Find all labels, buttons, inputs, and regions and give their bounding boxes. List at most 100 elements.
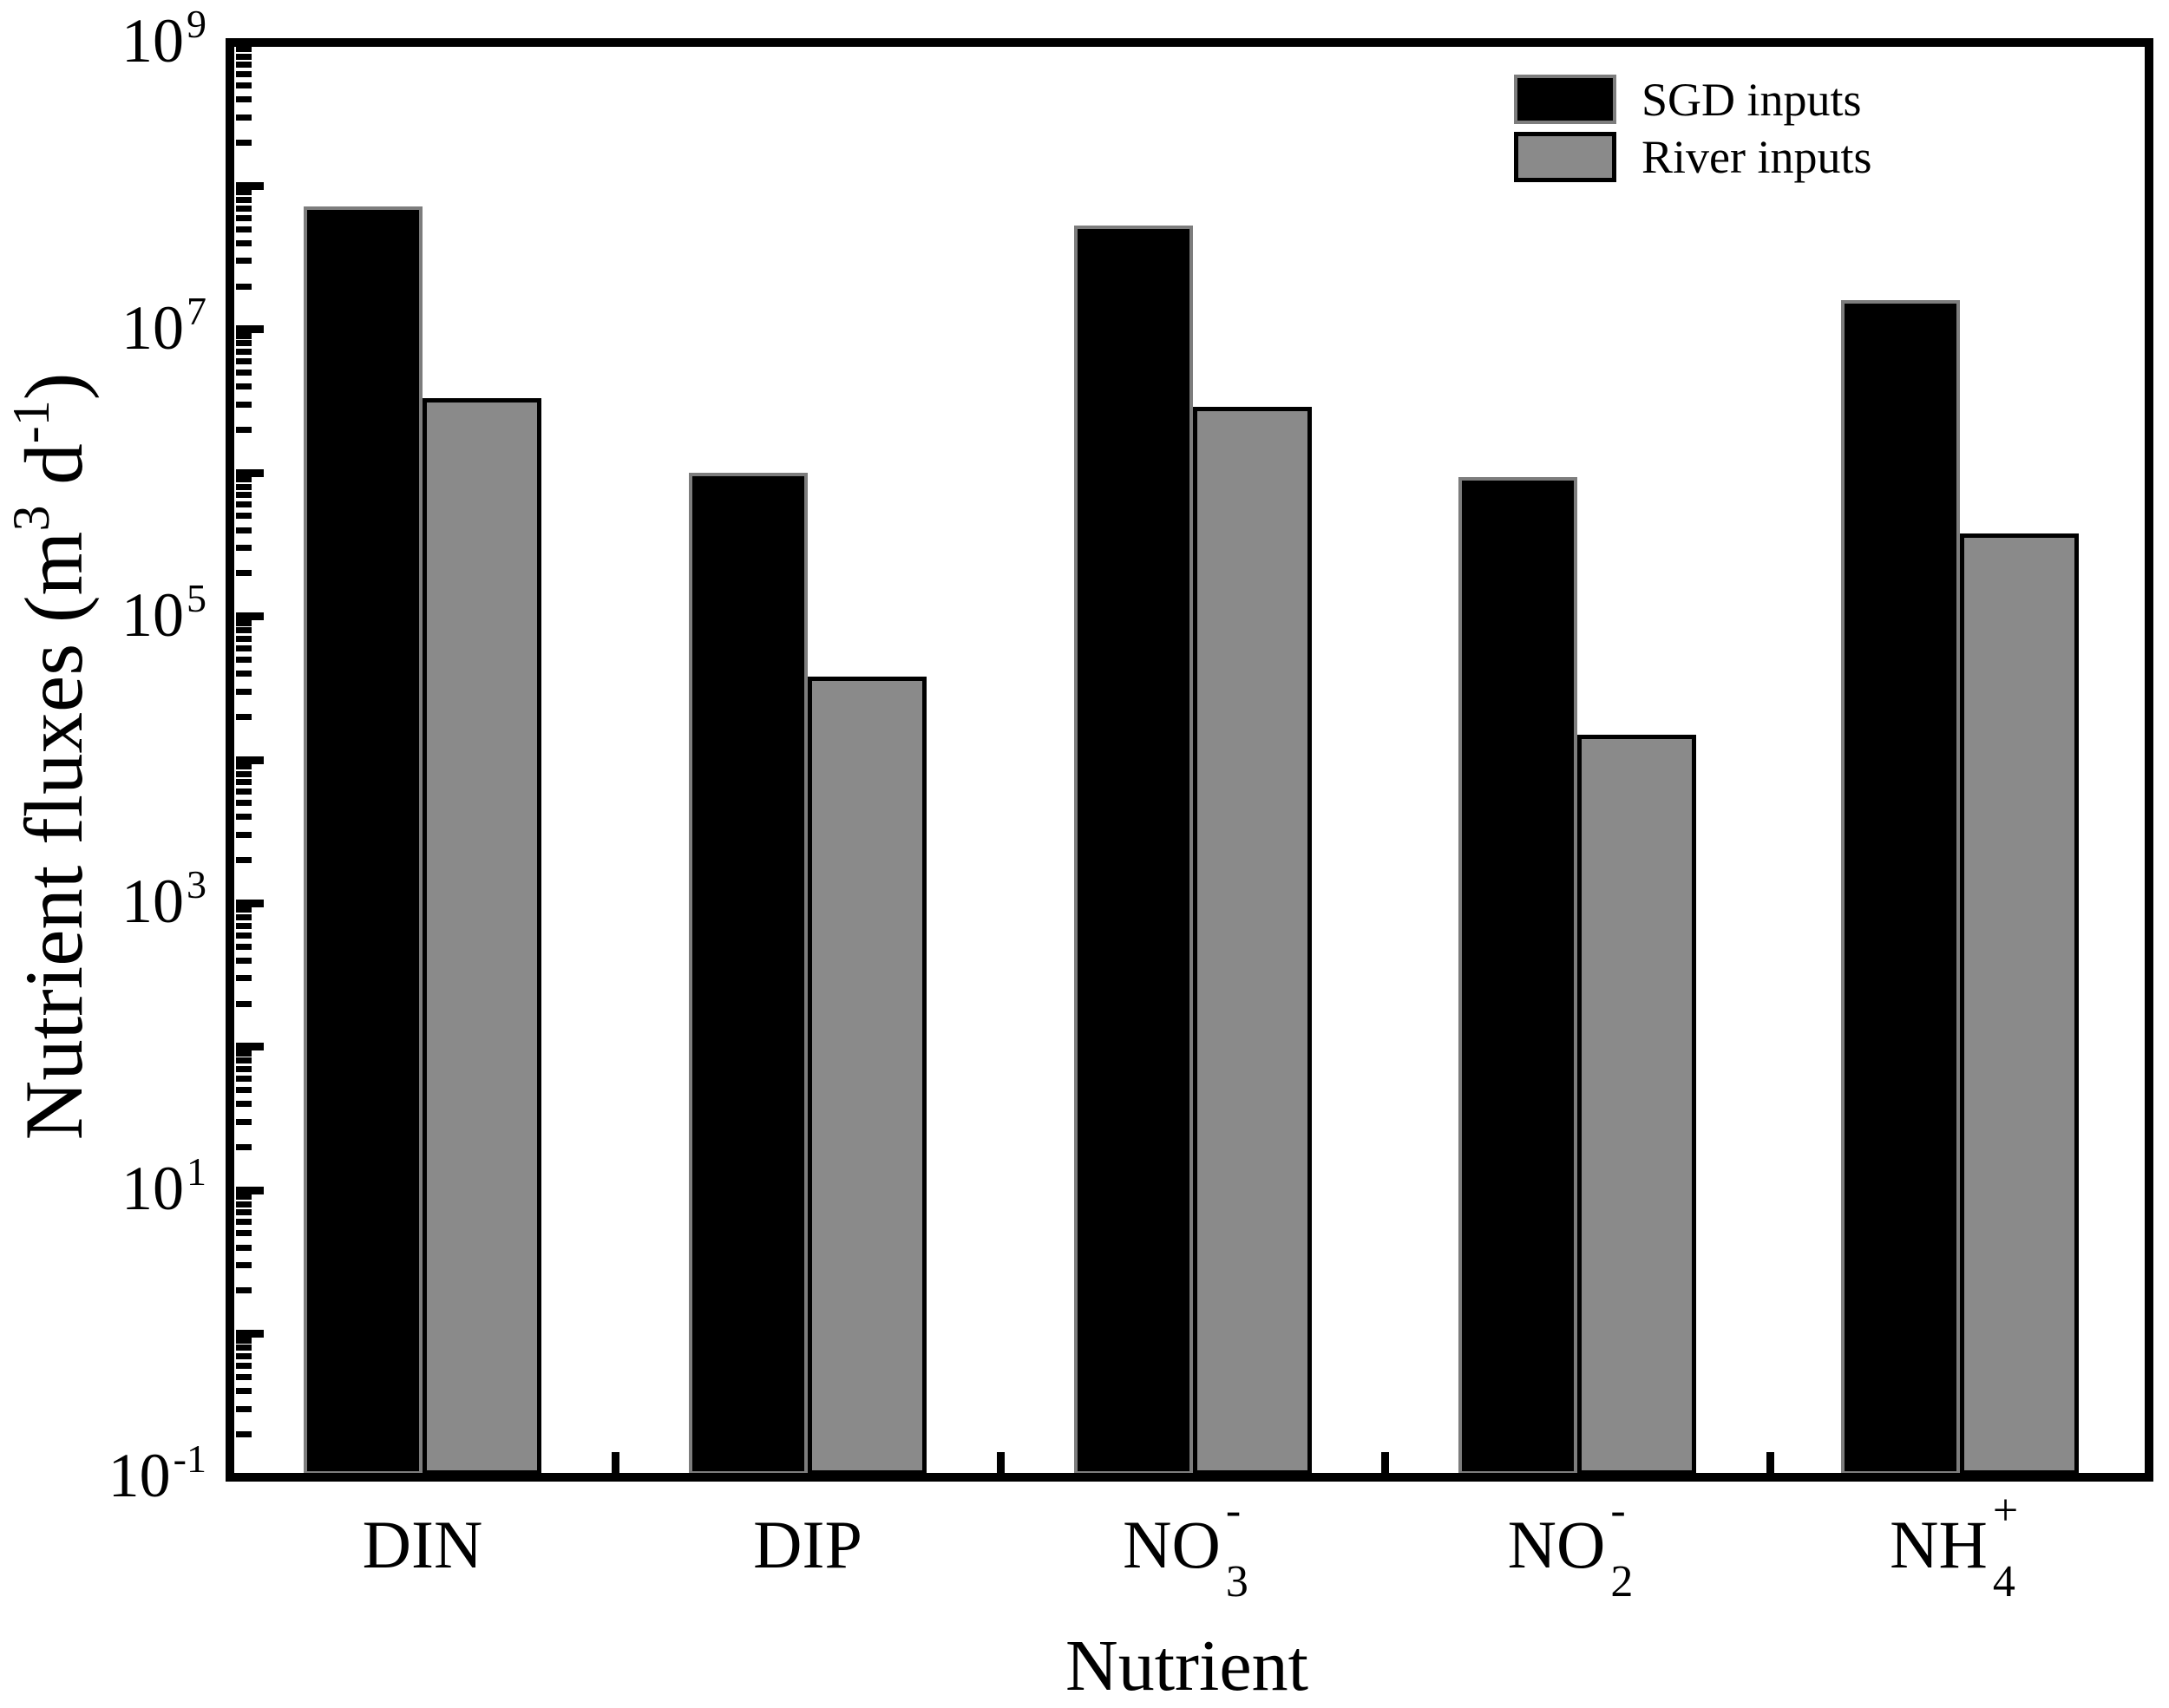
y-minor-tick [236, 943, 252, 950]
y-minor-tick [236, 545, 252, 552]
bar-river-din [423, 398, 541, 1475]
y-minor-tick [236, 1209, 252, 1216]
y-minor-tick [236, 1075, 252, 1082]
y-minor-tick [236, 196, 252, 203]
plot-frame [226, 38, 2153, 1482]
y-minor-tick [236, 239, 252, 246]
y-minor-tick [236, 527, 252, 533]
y-minor-tick [236, 205, 252, 212]
y-minor-tick [236, 492, 252, 499]
y-minor-tick [236, 670, 252, 677]
y-minor-tick [236, 1337, 252, 1344]
y-minor-tick [236, 1065, 252, 1072]
y-major-tick-1e5 [236, 612, 264, 621]
y-major-tick-1e0 [236, 1330, 264, 1338]
y-minor-tick [236, 713, 252, 720]
y-major-tick-1e7 [236, 325, 264, 334]
y-minor-tick [236, 814, 252, 821]
y-minor-tick [236, 340, 252, 347]
y-minor-tick [236, 357, 252, 364]
y-minor-tick [236, 789, 252, 795]
y-tick-label-1e7: 107 [121, 288, 206, 363]
bar-sgd-no3- [1073, 226, 1193, 1475]
y-minor-tick [236, 570, 252, 577]
legend-label-river-inputs: River inputs [1641, 131, 1872, 183]
category-label-no3-: NO -3 [1123, 1486, 1248, 1607]
y-minor-tick [236, 656, 252, 663]
y-minor-tick [236, 114, 252, 121]
y-minor-tick [236, 1352, 252, 1359]
y-minor-tick [236, 1405, 252, 1412]
bar-sgd-no2- [1458, 477, 1577, 1475]
legend-swatch-river-inputs [1514, 132, 1616, 182]
y-minor-tick [236, 770, 252, 777]
y-minor-tick [236, 501, 252, 508]
y-major-tick-1e8 [236, 181, 264, 190]
y-minor-tick [236, 975, 252, 982]
y-minor-tick [236, 96, 252, 103]
y-minor-tick [236, 1087, 252, 1094]
y-minor-tick [236, 370, 252, 376]
y-minor-tick [236, 1050, 252, 1057]
y-minor-tick [236, 831, 252, 838]
y-minor-tick [236, 1345, 252, 1351]
y-minor-tick [236, 619, 252, 626]
y-minor-tick [236, 1287, 252, 1294]
y-minor-tick [236, 71, 252, 78]
bar-sgd-din [304, 206, 423, 1475]
y-major-tick-1e4 [236, 756, 264, 764]
y-tick-label-1e3: 103 [121, 862, 206, 937]
y-minor-tick [236, 258, 252, 265]
bar-river-dip [808, 677, 927, 1475]
y-minor-tick [236, 383, 252, 390]
y-minor-tick [236, 82, 252, 89]
y-major-tick-1e3 [236, 899, 264, 907]
y-minor-tick [236, 1057, 252, 1064]
y-minor-tick [236, 46, 252, 53]
bar-sgd-dip [689, 473, 808, 1475]
y-minor-tick [236, 627, 252, 634]
y-minor-tick [236, 1201, 252, 1207]
y-minor-tick [236, 1387, 252, 1394]
y-minor-tick [236, 906, 252, 913]
y-minor-tick [236, 53, 252, 60]
y-minor-tick [236, 1430, 252, 1437]
y-minor-tick [236, 922, 252, 929]
category-label-nh4+: NH +4 [1890, 1486, 2019, 1607]
bar-sgd-nh4+ [1840, 300, 1960, 1475]
y-minor-tick [236, 348, 252, 355]
y-minor-tick [236, 401, 252, 408]
y-tick-label-1e1: 101 [121, 1149, 206, 1224]
y-minor-tick [236, 189, 252, 196]
x-tick [611, 1452, 619, 1473]
bar-river-no2- [1577, 734, 1696, 1475]
y-minor-tick [236, 1101, 252, 1108]
y-minor-tick [236, 283, 252, 290]
y-tick-label-1e-1: 10-1 [108, 1436, 206, 1510]
y-minor-tick [236, 913, 252, 920]
y-minor-tick [236, 483, 252, 490]
y-minor-tick [236, 513, 252, 520]
x-tick [996, 1452, 1005, 1473]
y-major-tick-1e6 [236, 468, 264, 477]
category-label-din: DIN [362, 1507, 483, 1582]
y-minor-tick [236, 800, 252, 807]
category-label-dip: DIP [753, 1507, 862, 1582]
y-minor-tick [236, 932, 252, 939]
y-minor-tick [236, 1244, 252, 1251]
y-minor-tick [236, 1118, 252, 1125]
y-tick-label-1e9: 109 [121, 1, 206, 75]
x-tick [1766, 1452, 1774, 1473]
y-minor-tick [236, 1230, 252, 1237]
y-minor-tick [236, 635, 252, 642]
y-minor-tick [236, 1373, 252, 1380]
y-minor-tick [236, 763, 252, 770]
category-label-no2-: NO -2 [1507, 1486, 1634, 1607]
bar-river-nh4+ [1959, 533, 2079, 1475]
y-minor-tick [236, 779, 252, 786]
x-axis-title: Nutrient [1065, 1626, 1308, 1706]
y-minor-tick [236, 214, 252, 221]
y-minor-tick [236, 1000, 252, 1007]
y-minor-tick [236, 332, 252, 339]
